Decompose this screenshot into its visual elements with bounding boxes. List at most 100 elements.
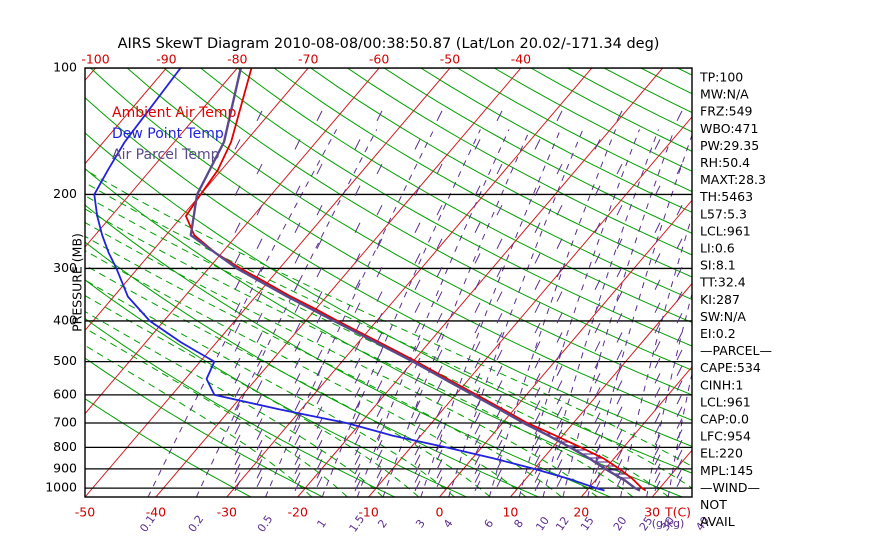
bottom-temp-tick-label: 0: [436, 505, 444, 520]
pressure-tick-label: 900: [53, 460, 77, 475]
wind-barb: [594, 472, 601, 483]
wind-barb: [474, 139, 481, 150]
wind-barb: [436, 204, 443, 216]
wind-barb: [676, 468, 683, 479]
wind-barb: [294, 480, 301, 492]
wind-barb: [436, 349, 443, 361]
info-panel-row: EL:220: [700, 446, 743, 461]
wind-barb: [594, 279, 601, 290]
wind-barb: [556, 418, 563, 429]
wind-barb: [534, 253, 541, 264]
wind-barb: [316, 459, 323, 470]
mixing-ratio-tick-label: 10: [533, 514, 552, 533]
wind-barb: [496, 163, 503, 175]
wind-barb: [534, 222, 541, 233]
mixing-ratio-tick-label: 4: [441, 517, 456, 530]
info-panel-row: TH:5463: [699, 189, 753, 204]
wind-barb: [354, 253, 361, 264]
wind-barb: [354, 400, 361, 411]
wind-barb: [676, 449, 683, 461]
wind-barb: [234, 434, 241, 446]
dry-adiabat: [85, 357, 324, 497]
wind-barb: [534, 472, 541, 483]
wind-barb: [294, 454, 301, 465]
wind-barb: [376, 468, 383, 479]
isotherm: [85, 68, 238, 248]
wind-barb: [376, 238, 383, 249]
wind-barb: [354, 463, 361, 475]
info-panel-row: WBO:471: [700, 121, 758, 136]
wind-barb: [474, 373, 481, 384]
wind-barb: [436, 476, 443, 488]
info-panel-row: CAP:0.0: [700, 412, 749, 427]
wind-barb: [594, 139, 601, 150]
bottom-temp-tick-label: -50: [75, 505, 95, 520]
mixing-ratio-tick-label: 20: [611, 514, 630, 533]
wind-barb: [234, 139, 241, 150]
wind-barb: [414, 434, 421, 446]
mixing-ratio-line: [321, 129, 481, 497]
saturated-adiabat: [85, 208, 634, 497]
wind-barb: [654, 253, 661, 264]
mixing-ratio-line: [382, 129, 531, 497]
wind-barb: [474, 357, 481, 369]
bottom-temp-tick-label: -40: [146, 505, 166, 520]
wind-barb: [414, 387, 421, 398]
plot-frame: [84, 67, 693, 498]
isotherm: [0, 68, 25, 497]
wind-barb: [654, 480, 661, 492]
pressure-tick-label: 700: [53, 415, 77, 430]
wind-barb: [414, 463, 421, 475]
wind-barb: [436, 312, 443, 324]
wind-barb: [654, 373, 661, 384]
wind-barb: [676, 312, 683, 324]
dry-adiabat: [420, 68, 692, 213]
wind-barb: [474, 253, 481, 264]
wind-barb: [594, 412, 601, 423]
wind-barb: [616, 439, 623, 451]
info-panel-row: TT:32.4: [699, 275, 746, 290]
info-panel-row: MW:N/A: [700, 87, 749, 102]
wind-barb: [594, 322, 601, 334]
wind-barb: [534, 463, 541, 475]
wind-barb: [234, 373, 241, 384]
wind-barb: [234, 444, 241, 456]
bottom-temp-tick-label: -20: [287, 505, 307, 520]
wind-barb: [534, 373, 541, 384]
mixing-ratio-tick-label: 2: [375, 517, 390, 530]
wind-barb: [616, 110, 623, 122]
wind-barb: [234, 400, 241, 411]
wind-barb: [496, 266, 503, 278]
wind-barb: [414, 302, 421, 313]
wind-barb: [556, 365, 563, 377]
wind-barb: [414, 444, 421, 456]
wind-barb: [316, 418, 323, 429]
wind-barb: [256, 332, 263, 343]
wind-barb: [534, 412, 541, 423]
wind-barb: [414, 480, 421, 492]
info-panel-row: LFC:954: [700, 429, 751, 444]
legend-label-ambient: Ambient Air Temp: [112, 105, 237, 121]
info-panel-row: —WIND—: [700, 480, 760, 495]
wind-barb: [496, 110, 503, 122]
profile-layer: [93, 68, 647, 492]
pressure-tick-label: 400: [53, 312, 77, 327]
wind-barb: [376, 429, 383, 440]
wind-barb: [676, 365, 683, 377]
wind-barb: [594, 341, 601, 352]
wind-barb: [616, 349, 623, 361]
wind-barb: [556, 204, 563, 216]
mixing-ratio-tick-label: 8: [511, 517, 526, 530]
bottom-temp-tick-label: 10: [502, 505, 518, 520]
wind-barb: [534, 185, 541, 196]
wind-barb: [534, 357, 541, 369]
saturated-adiabat: [85, 279, 455, 497]
wind-barb: [654, 222, 661, 233]
wind-barb: [376, 365, 383, 377]
wind-barb: [594, 373, 601, 384]
wind-barb: [256, 291, 263, 302]
page-title: AIRS SkewT Diagram 2010-08-08/00:38:50.8…: [118, 36, 660, 52]
saturated-adiabat: [85, 221, 598, 497]
wind-barb: [676, 238, 683, 249]
